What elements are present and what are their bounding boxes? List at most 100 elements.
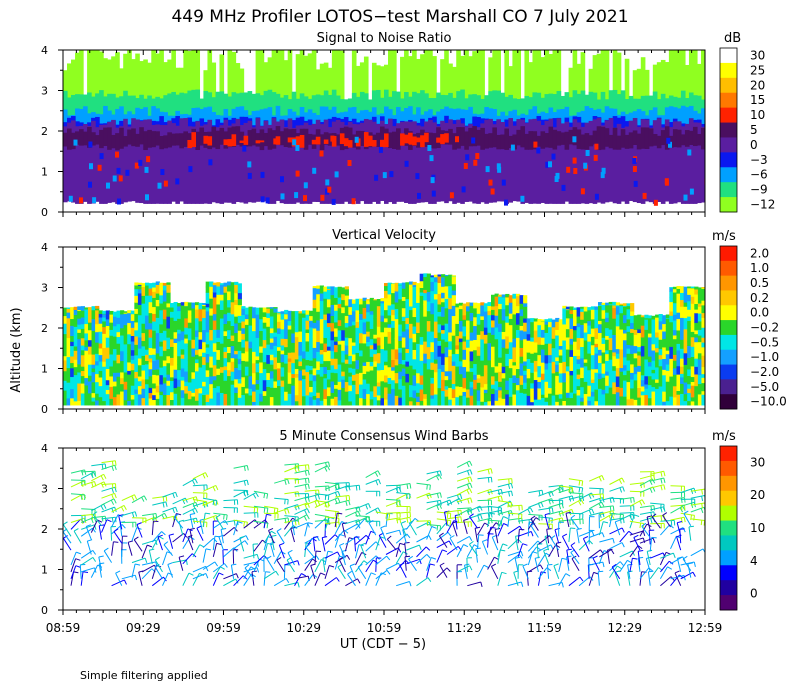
vv-cell [216, 282, 221, 287]
wind-barb-flag [190, 513, 196, 515]
snr-cell [640, 95, 646, 125]
vv-cell [676, 361, 681, 367]
vv-cell [683, 328, 688, 341]
vv-cell [159, 374, 164, 385]
vv-cell [544, 354, 549, 364]
vv-cell [466, 371, 471, 379]
wind-barb [253, 519, 266, 529]
wind-barb-flag [196, 525, 202, 529]
vv-cell [116, 343, 121, 355]
vv-cell [194, 354, 200, 360]
snr-speckle [520, 195, 525, 202]
vv-cell [212, 337, 217, 344]
snr-cell [71, 94, 76, 124]
vv-cell [280, 311, 285, 314]
vv-cell [701, 288, 705, 301]
vv-cell [316, 293, 321, 301]
vv-cell [701, 287, 705, 289]
vv-cell [237, 304, 242, 316]
vv-cell [95, 360, 100, 366]
vv-cell [301, 313, 307, 318]
snr-speckle [551, 153, 556, 160]
snr-cell [636, 126, 642, 204]
wind-barb-flag [134, 511, 138, 517]
vv-cell [234, 342, 239, 352]
vv-cell [380, 348, 385, 361]
vv-cell [694, 392, 699, 403]
vv-cell [430, 351, 435, 363]
snr-cell [612, 127, 618, 204]
vv-cell [234, 399, 239, 406]
vv-cell [123, 312, 128, 314]
vv-cell [401, 331, 406, 338]
vv-cell [166, 340, 171, 350]
colorbar-swatch [720, 122, 737, 138]
wind-barb [385, 562, 399, 570]
wind-barb-flag [244, 564, 250, 569]
vv-cell [394, 348, 399, 360]
vv-cell [580, 324, 585, 334]
wind-barb [273, 578, 287, 587]
vv-cell [540, 397, 546, 406]
vv-cell [291, 352, 296, 364]
vv-cell [66, 312, 71, 319]
wind-barb-flag [294, 467, 297, 473]
snr-cell [620, 116, 626, 134]
vv-cell [669, 369, 674, 377]
vv-cell [120, 310, 125, 315]
snr-cell [243, 122, 249, 204]
wind-barb-flag [114, 487, 117, 493]
wind-barb [278, 544, 285, 559]
vv-cell [391, 292, 396, 305]
vv-cell [405, 282, 410, 289]
vv-cell [505, 380, 510, 390]
vv-cell [448, 324, 453, 333]
snr-cell [207, 50, 213, 115]
vv-cell [266, 397, 271, 406]
snr-cell [400, 111, 405, 130]
vv-cell [387, 315, 392, 325]
snr-cell [552, 127, 558, 204]
vv-cell [116, 393, 121, 406]
vv-cell [683, 286, 688, 296]
vv-cell [141, 397, 146, 406]
vv-cell [227, 320, 232, 327]
vv-cell [212, 292, 217, 298]
vv-cell [177, 346, 182, 357]
vv-cell [690, 287, 695, 297]
snr-speckle [138, 159, 143, 166]
vv-cell [266, 386, 271, 398]
vv-cell [398, 292, 403, 300]
snr-cell [175, 67, 180, 116]
vv-cell [683, 393, 688, 402]
vv-cell [576, 394, 581, 406]
vv-cell [312, 313, 317, 323]
vv-cell [348, 325, 353, 339]
vv-cell [701, 377, 705, 384]
vv-cell [216, 329, 221, 338]
vv-cell [476, 313, 481, 321]
vv-cell [223, 393, 228, 406]
vv-cell [680, 306, 685, 318]
snr-cell [648, 110, 654, 128]
vv-cell [594, 309, 599, 322]
vv-cell [205, 286, 210, 293]
wind-barb-flag [136, 527, 142, 530]
vv-cell [412, 397, 417, 406]
vv-cell [355, 359, 360, 370]
wind-barb-flag [307, 470, 310, 476]
vv-cell [669, 346, 674, 359]
vv-cell [469, 367, 474, 372]
snr-cell [696, 95, 702, 125]
colorbar-label: −0.5 [750, 335, 779, 349]
wind-barb [127, 542, 133, 556]
vv-cell [355, 309, 360, 322]
vv-cell [255, 371, 260, 381]
snr-cell [452, 108, 457, 128]
snr-cell [384, 89, 389, 124]
vv-cell [180, 368, 185, 377]
wind-barb [324, 521, 339, 525]
vv-cell [359, 372, 364, 385]
vv-cell [508, 324, 513, 331]
snr-cell [648, 95, 654, 124]
